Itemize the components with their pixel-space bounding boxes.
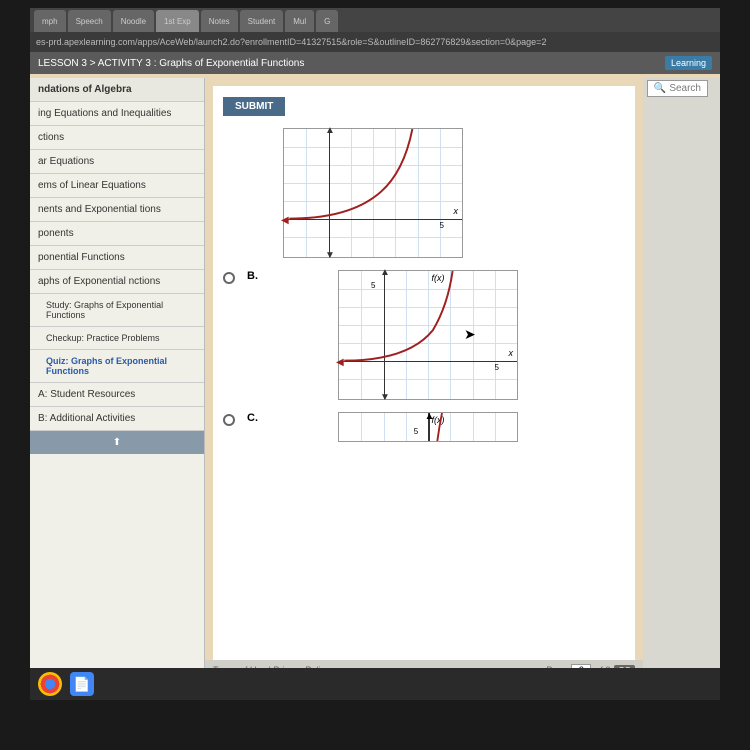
learning-badge: Learning <box>665 56 712 70</box>
sidebar-item-checkup[interactable]: Checkup: Practice Problems <box>30 327 204 350</box>
sidebar-item[interactable]: ctions <box>30 126 204 150</box>
tab[interactable]: mph <box>34 10 66 32</box>
sidebar-up-arrow[interactable]: ⬆ <box>30 431 204 454</box>
sidebar-item[interactable]: ndations of Algebra <box>30 78 204 102</box>
main-panel: SUBMIT x 5 ▲ ▼ ◀ <box>205 78 643 680</box>
graph-a: x 5 ▲ ▼ ◀ <box>283 128 463 258</box>
search-box[interactable]: 🔍 Search <box>647 80 708 97</box>
taskbar: 📄 <box>30 668 720 700</box>
tab[interactable]: G <box>316 10 338 32</box>
sidebar-item[interactable]: ing Equations and Inequalities <box>30 102 204 126</box>
chrome-icon[interactable] <box>38 672 62 696</box>
graph-c: f(x) 5 ▲ <box>338 412 518 442</box>
sidebar-item-activities[interactable]: B: Additional Activities <box>30 407 204 431</box>
sidebar-item[interactable]: nents and Exponential tions <box>30 198 204 222</box>
option-c-label: C. <box>247 412 258 424</box>
breadcrumb-path: LESSON 3 > ACTIVITY 3 : Graphs of Expone… <box>38 58 304 69</box>
tab[interactable]: Speech <box>68 10 111 32</box>
sidebar-item[interactable]: ponential Functions <box>30 246 204 270</box>
tab[interactable]: Mul <box>285 10 314 32</box>
sidebar-item[interactable]: aphs of Exponential nctions <box>30 270 204 294</box>
breadcrumb-bar: LESSON 3 > ACTIVITY 3 : Graphs of Expone… <box>30 52 720 74</box>
sidebar-item-study[interactable]: Study: Graphs of Exponential Functions <box>30 294 204 327</box>
url-bar[interactable]: es-prd.apexlearning.com/apps/AceWeb/laun… <box>30 32 720 52</box>
sidebar-item[interactable]: ponents <box>30 222 204 246</box>
radio-option-b[interactable] <box>223 272 235 284</box>
radio-option-c[interactable] <box>223 414 235 426</box>
tab[interactable]: Noodle <box>113 10 154 32</box>
search-icon: 🔍 <box>654 83 666 94</box>
sidebar-item-resources[interactable]: A: Student Resources <box>30 383 204 407</box>
docs-icon[interactable]: 📄 <box>70 672 94 696</box>
sidebar-item[interactable]: ar Equations <box>30 150 204 174</box>
sidebar-item-quiz[interactable]: Quiz: Graphs of Exponential Functions <box>30 350 204 383</box>
cursor-icon: ➤ <box>464 326 476 343</box>
tab[interactable]: Student <box>240 10 284 32</box>
tab[interactable]: 1st Exp <box>156 10 199 32</box>
browser-tabs: mph Speech Noodle 1st Exp Notes Student … <box>30 8 720 32</box>
sidebar-item[interactable]: ems of Linear Equations <box>30 174 204 198</box>
option-b-label: B. <box>247 270 258 282</box>
graph-b: x f(x) 5 5 ▲ ▼ ◀ ➤ <box>338 270 518 400</box>
url-text: es-prd.apexlearning.com/apps/AceWeb/laun… <box>36 37 546 47</box>
tab[interactable]: Notes <box>201 10 238 32</box>
sidebar: ndations of Algebra ing Equations and In… <box>30 78 205 680</box>
submit-button[interactable]: SUBMIT <box>223 97 285 116</box>
